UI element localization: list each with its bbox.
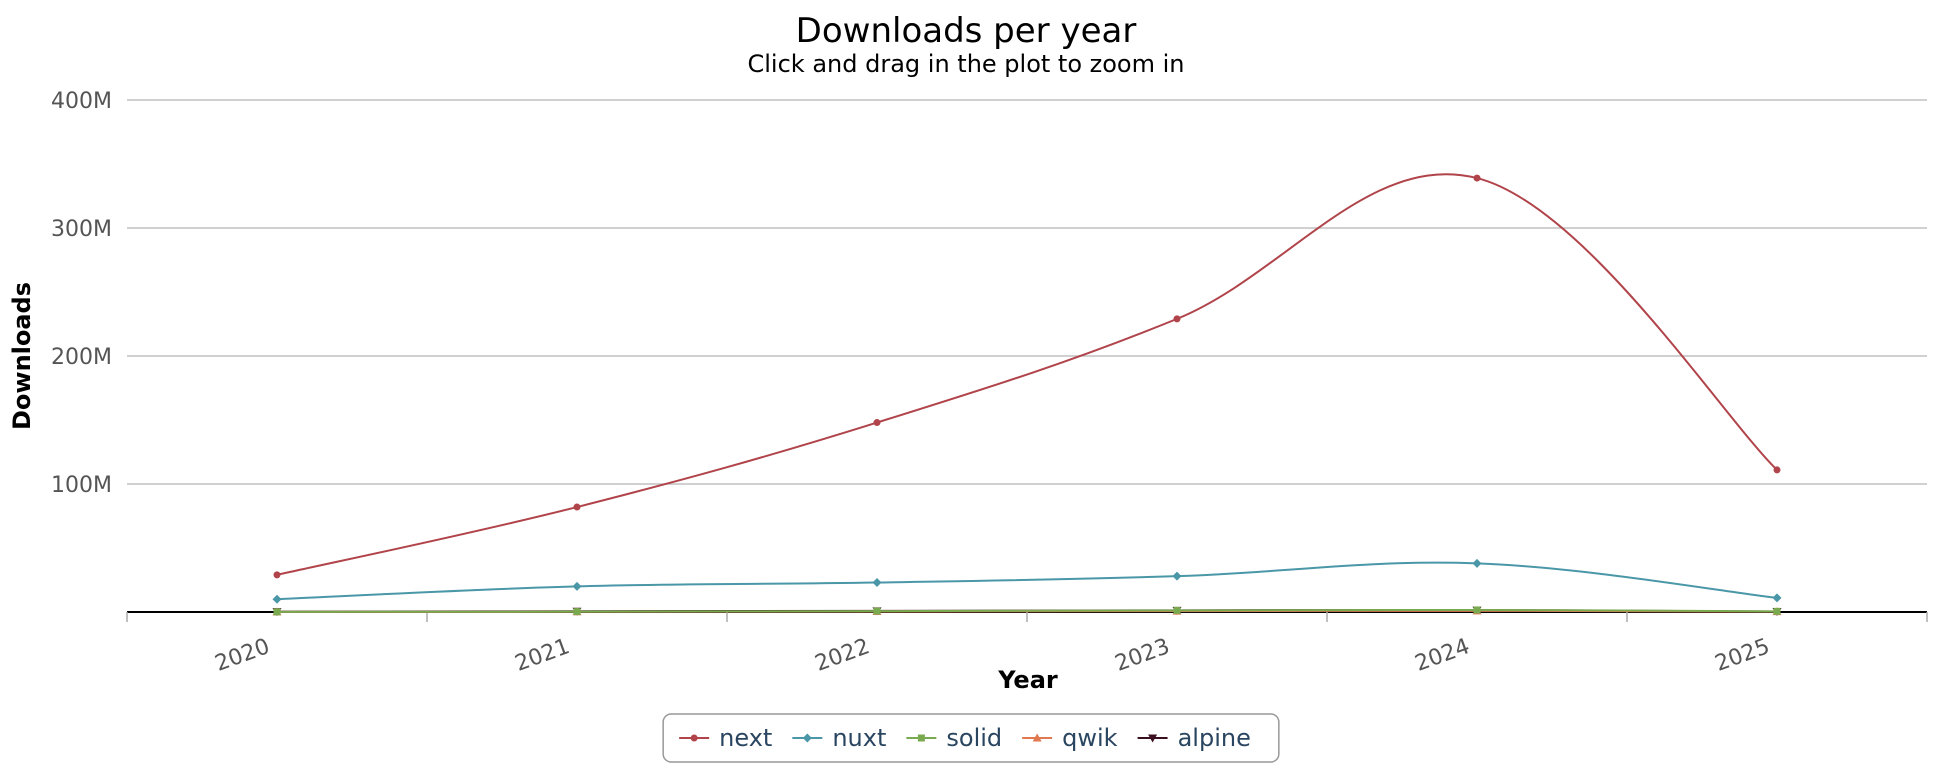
legend-box bbox=[662, 713, 1280, 763]
data-point-nuxt[interactable] bbox=[272, 594, 282, 604]
data-point-next[interactable] bbox=[1173, 315, 1181, 323]
series-nuxt[interactable] bbox=[272, 558, 1782, 604]
data-point-next[interactable] bbox=[873, 419, 881, 427]
legend-marker-qwik[interactable] bbox=[1032, 733, 1042, 742]
data-point-solid[interactable] bbox=[273, 608, 281, 616]
x-tick-label: 2024 bbox=[1412, 634, 1473, 677]
series-group[interactable] bbox=[272, 173, 1782, 617]
x-tick-label: 2022 bbox=[812, 634, 873, 677]
x-tick-label: 2020 bbox=[212, 634, 273, 677]
y-tick-label: 100M bbox=[51, 473, 112, 498]
data-point-nuxt[interactable] bbox=[1772, 593, 1782, 603]
legend-item-solid[interactable]: solid bbox=[906, 724, 1002, 752]
legend-item-next[interactable]: next bbox=[679, 724, 772, 752]
data-point-next[interactable] bbox=[573, 503, 581, 511]
legend-marker-solid[interactable] bbox=[917, 734, 925, 742]
data-point-solid[interactable] bbox=[573, 608, 581, 616]
legend-item-nuxt[interactable]: nuxt bbox=[792, 724, 886, 752]
data-point-next[interactable] bbox=[273, 571, 281, 579]
y-axis-title: Downloads bbox=[8, 282, 36, 430]
x-tick-label: 2023 bbox=[1112, 634, 1173, 677]
legend-item-qwik[interactable]: qwik bbox=[1022, 724, 1118, 752]
data-point-solid[interactable] bbox=[1473, 606, 1481, 614]
series-line-nuxt[interactable] bbox=[276, 561, 1778, 601]
legend-label: alpine bbox=[1178, 724, 1251, 752]
chart-subtitle: Click and drag in the plot to zoom in bbox=[748, 50, 1185, 78]
legend-label: next bbox=[719, 724, 772, 752]
data-point-next[interactable] bbox=[1773, 466, 1781, 474]
x-axis-title: Year bbox=[997, 666, 1058, 694]
data-point-nuxt[interactable] bbox=[872, 578, 882, 588]
y-axis-ticks: 100M 200M 300M 400M bbox=[51, 89, 112, 498]
legend-label: nuxt bbox=[832, 724, 886, 752]
legend-label: qwik bbox=[1062, 724, 1118, 752]
series-next[interactable] bbox=[273, 173, 1781, 579]
legend-marker-alpine[interactable] bbox=[1148, 734, 1158, 743]
legend-label: solid bbox=[946, 724, 1002, 752]
legend[interactable]: next nuxt solid qwik alpine bbox=[662, 713, 1280, 763]
legend-marker-next[interactable] bbox=[690, 734, 698, 742]
chart-title: Downloads per year bbox=[796, 11, 1137, 51]
data-point-nuxt[interactable] bbox=[1472, 558, 1482, 568]
series-solid[interactable] bbox=[273, 606, 1781, 616]
legend-marker-nuxt[interactable] bbox=[802, 733, 812, 743]
y-tick-label: 400M bbox=[51, 89, 112, 114]
data-point-solid[interactable] bbox=[1173, 606, 1181, 614]
data-point-nuxt[interactable] bbox=[572, 581, 582, 591]
x-tick-label: 2025 bbox=[1712, 634, 1773, 677]
y-tick-label: 200M bbox=[51, 345, 112, 370]
legend-item-alpine[interactable]: alpine bbox=[1137, 724, 1251, 752]
data-point-solid[interactable] bbox=[1773, 607, 1781, 615]
x-tick-label: 2021 bbox=[512, 634, 573, 677]
series-line-next[interactable] bbox=[276, 173, 1778, 576]
y-tick-label: 300M bbox=[51, 217, 112, 242]
grid-lines bbox=[127, 99, 1927, 485]
data-point-next[interactable] bbox=[1473, 174, 1481, 182]
data-point-solid[interactable] bbox=[873, 607, 881, 615]
data-point-nuxt[interactable] bbox=[1172, 571, 1182, 581]
series-line-solid[interactable] bbox=[276, 608, 1778, 613]
